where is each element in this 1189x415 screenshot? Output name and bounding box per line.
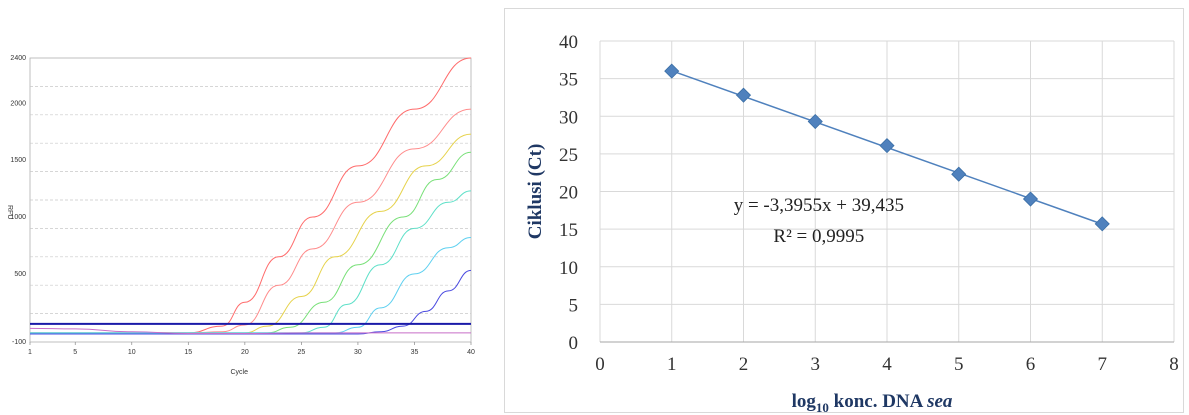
- data-point: [951, 166, 967, 182]
- y-tick-label: 25: [559, 145, 578, 166]
- amplification-grid: [29, 57, 472, 343]
- x-tick-label: 5: [73, 349, 77, 356]
- data-point: [664, 63, 680, 79]
- y-tick-label: 35: [559, 70, 578, 91]
- data-point: [735, 87, 752, 103]
- sea-label: sea: [926, 391, 953, 412]
- y-tick-label: 40: [559, 32, 578, 53]
- amplification-curve: [30, 151, 472, 334]
- data-point: [1022, 191, 1039, 207]
- standard-curve-chart: 0 5 10 15 20 25 30 35 40 0 1 2 3 4 5 6 7 8 y = -3,3955x …: [504, 8, 1184, 413]
- x-tick-label: 35: [411, 349, 419, 356]
- x-tick-label: 25: [297, 349, 305, 356]
- standard-curve-points: [664, 63, 1110, 232]
- log-conc-axis-label: log10 konc. DNA sea: [792, 391, 953, 412]
- amplification-y-ticks: -100 500 1000 1500 2000 2400: [10, 55, 26, 346]
- y-tick-label: 1500: [10, 157, 26, 164]
- r-squared-label: R² = 0,9995: [773, 226, 864, 247]
- data-point: [807, 113, 823, 130]
- x-tick-label: 7: [1098, 354, 1108, 375]
- data-point: [1094, 216, 1110, 232]
- x-tick-label: 3: [811, 354, 821, 375]
- amplification-curves: [29, 57, 472, 335]
- x-tick-label: 30: [354, 349, 362, 356]
- standard-curve-plot: 0 5 10 15 20 25 30 35 40 0 1 2 3 4 5 6 7 8 y = -3,3955x …: [525, 32, 1179, 412]
- y-tick-label: 0: [569, 333, 579, 354]
- x-tick-label: 15: [184, 349, 192, 356]
- y-tick-label: 5: [569, 295, 579, 316]
- standard-curve-x-ticks: 0 1 2 3 4 5 6 7 8: [595, 354, 1179, 375]
- amplification-curve: [29, 57, 472, 334]
- x-tick-label: 20: [241, 349, 249, 356]
- x-tick-label: 6: [1026, 354, 1036, 375]
- standard-curve-grid: [599, 40, 1175, 343]
- amplification-curve: [30, 108, 472, 334]
- x-tick-label: 4: [882, 354, 892, 375]
- x-tick-label: 8: [1169, 354, 1179, 375]
- rfu-axis-label: RFU: [6, 205, 13, 219]
- y-tick-label: 15: [559, 220, 578, 241]
- x-tick-label: 40: [467, 349, 475, 356]
- amplification-curve: [30, 236, 472, 334]
- log-prefix: log: [792, 391, 817, 412]
- standard-curve-y-ticks: 0 5 10 15 20 25 30 35 40: [559, 32, 578, 354]
- x-tick-label: 0: [595, 354, 605, 375]
- amplification-curve: [30, 190, 472, 334]
- x-tick-label: 2: [739, 354, 749, 375]
- x-tick-label: 1: [667, 354, 677, 375]
- y-tick-label: 2000: [10, 100, 26, 107]
- x-tick-label: 5: [954, 354, 964, 375]
- regression-equation: y = -3,3955x + 39,435: [734, 195, 904, 216]
- ct-axis-label: Ciklusi (Ct): [525, 144, 546, 240]
- data-point: [879, 138, 895, 154]
- y-tick-label: 500: [14, 271, 26, 278]
- amplification-chart: -100 500 1000 1500 2000 2400 1 5 10 15 20 25 30 35 40…: [0, 40, 485, 410]
- y-tick-label: 1000: [10, 214, 26, 221]
- conc-label: konc. DNA: [829, 391, 927, 412]
- x-tick-label: 10: [128, 349, 136, 356]
- y-tick-label: 30: [559, 107, 578, 128]
- y-tick-label: -100: [12, 339, 26, 346]
- cycle-axis-label: Cycle: [231, 369, 249, 376]
- amplification-curve: [29, 269, 472, 335]
- y-tick-label: 10: [559, 258, 578, 279]
- amplification-x-ticks: 1 5 10 15 20 25 30 35 40: [28, 342, 475, 356]
- amplification-curve: [29, 327, 471, 334]
- y-tick-label: 20: [559, 183, 578, 204]
- log-subscript: 10: [816, 400, 829, 412]
- y-tick-label: 2400: [10, 55, 26, 62]
- x-tick-label: 1: [28, 349, 32, 356]
